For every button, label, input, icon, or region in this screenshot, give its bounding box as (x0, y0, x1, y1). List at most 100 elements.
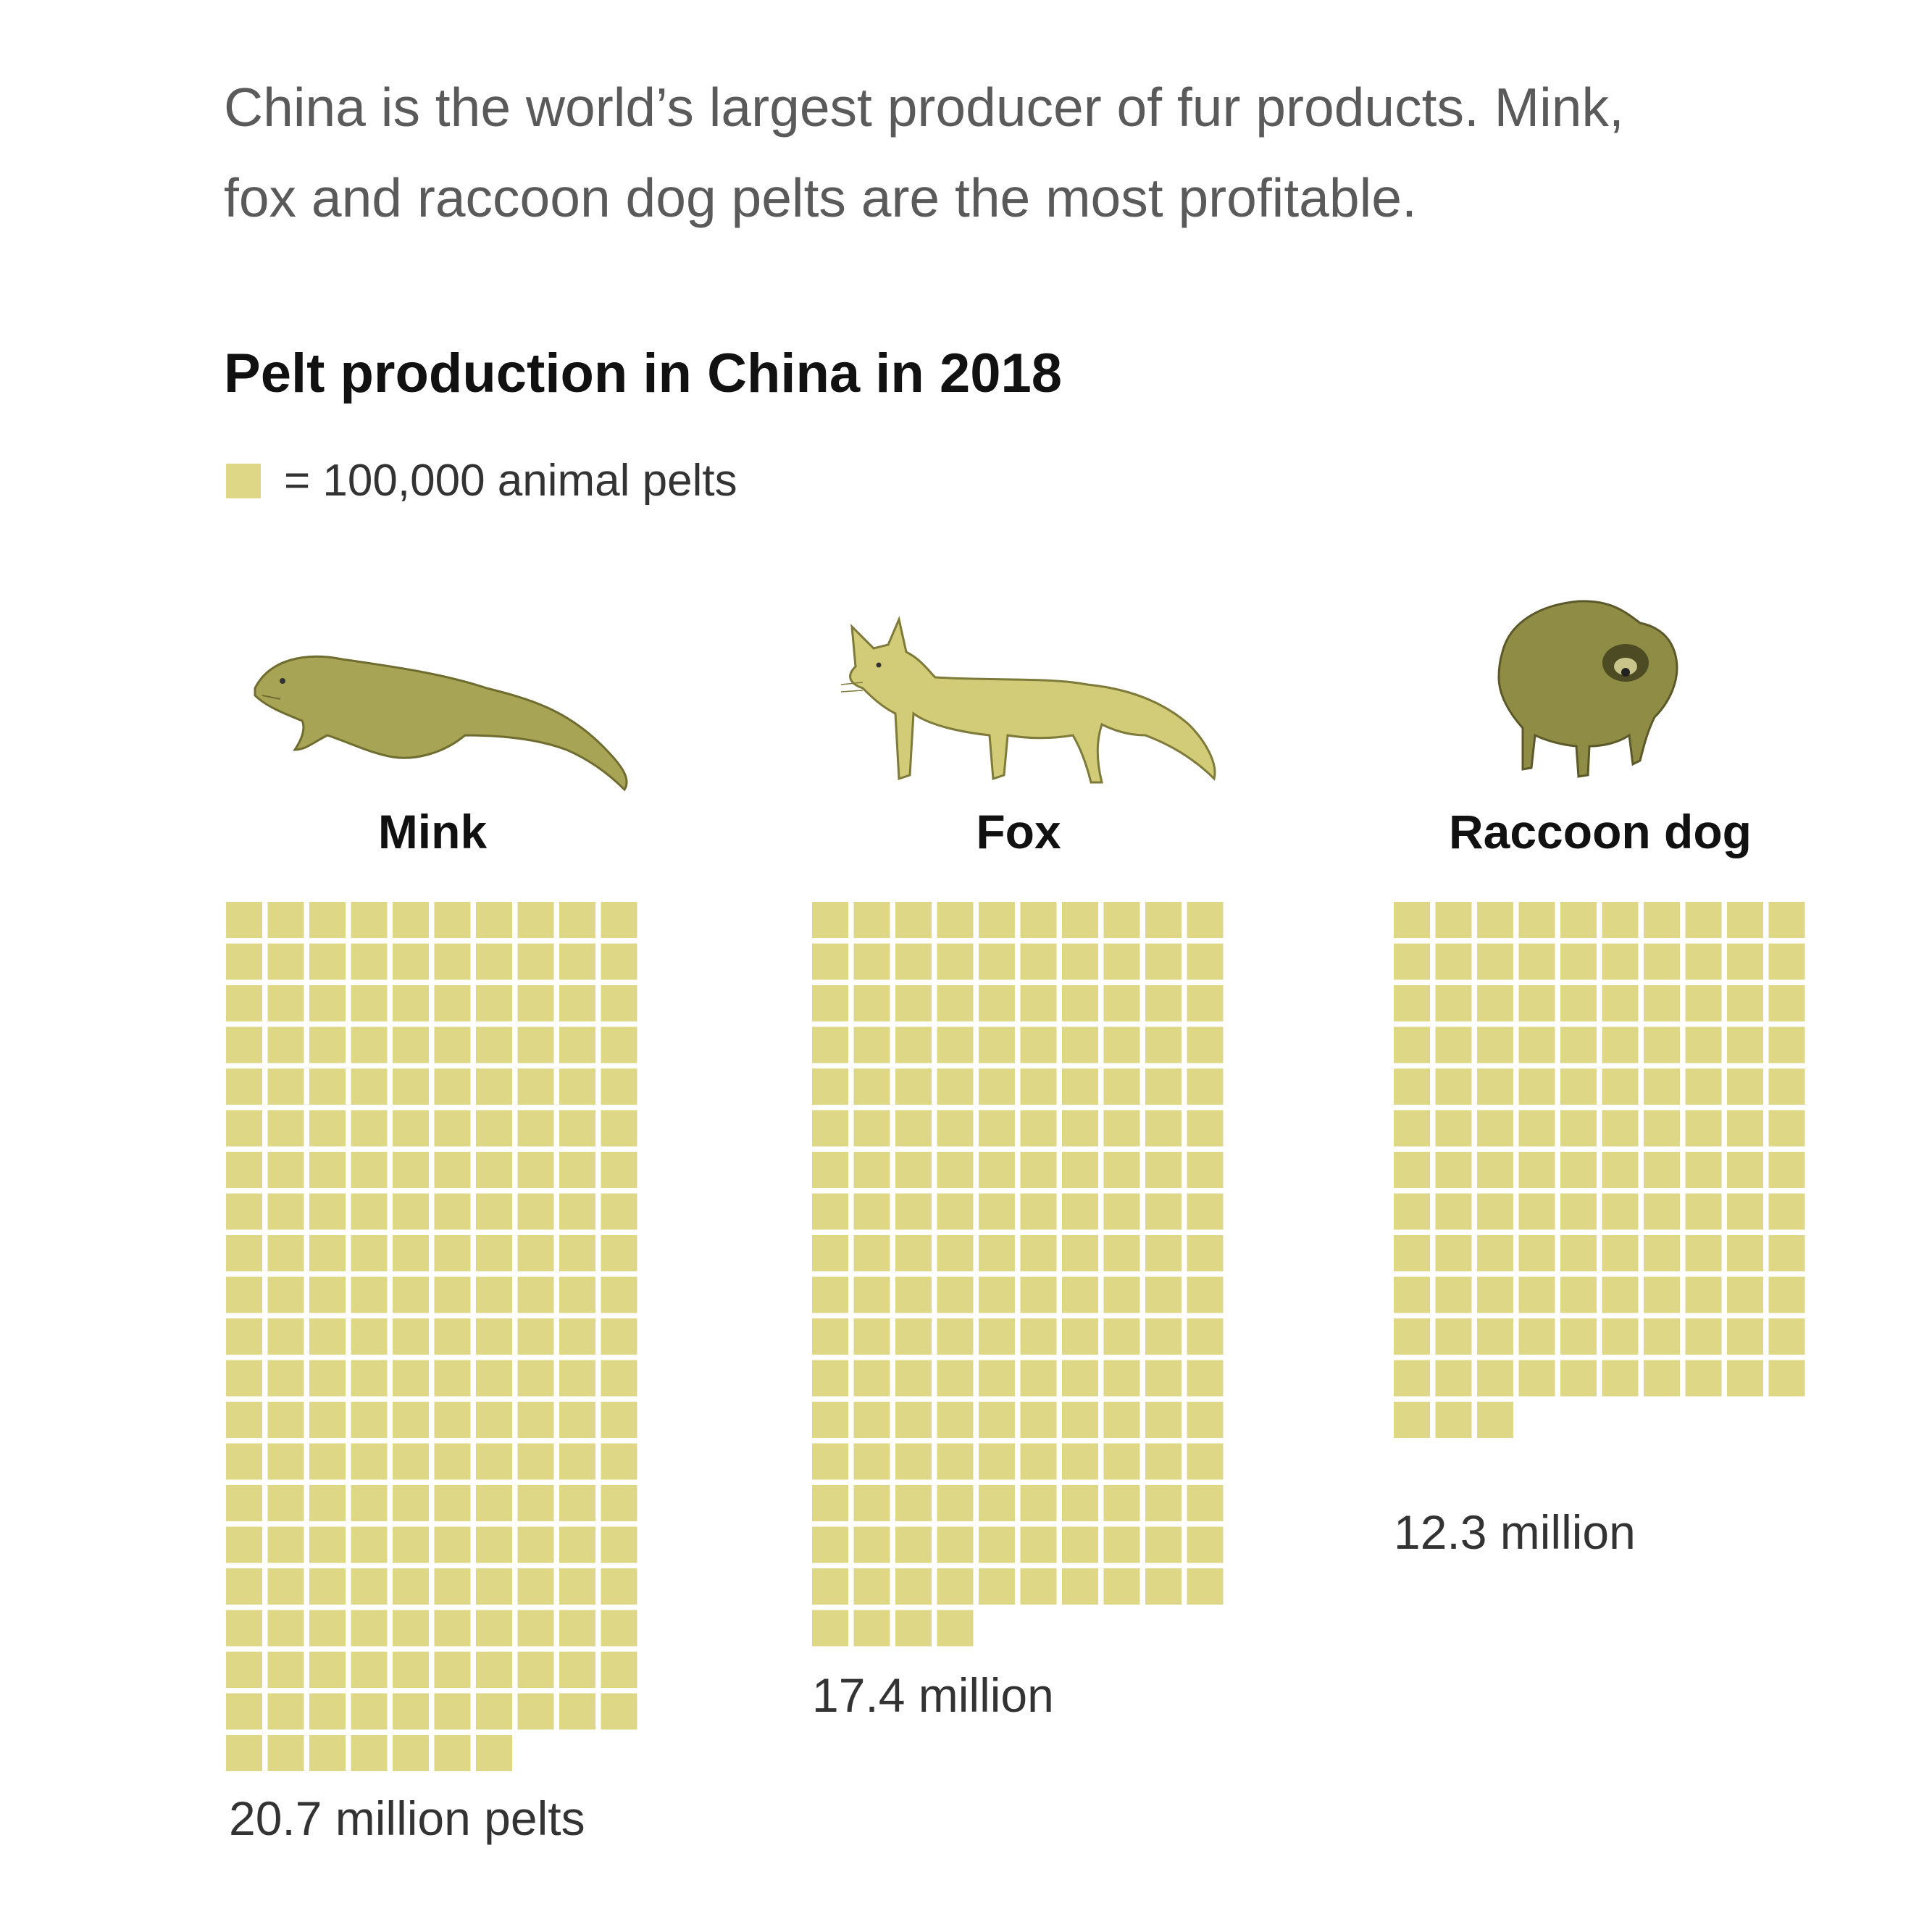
waffle-square (979, 902, 1015, 938)
waffle-square (1435, 1235, 1472, 1271)
chart-title: Pelt production in China in 2018 (224, 343, 1063, 404)
waffle-square (267, 1026, 304, 1063)
waffle-square (1727, 1026, 1763, 1063)
waffle-square (1435, 1402, 1472, 1438)
waffle-square (267, 1235, 304, 1271)
waffle-square (1768, 1110, 1805, 1147)
waffle-square (937, 1152, 974, 1188)
waffle-square (1394, 1235, 1430, 1271)
waffle-square (1602, 1152, 1639, 1188)
waffle-square (1103, 1526, 1140, 1563)
waffle-square (601, 1110, 637, 1147)
waffle-square (1518, 1276, 1555, 1313)
waffle-square (559, 1652, 595, 1688)
waffle-square (1062, 1318, 1098, 1355)
waffle-square (1435, 985, 1472, 1021)
waffle-square (393, 1110, 429, 1147)
waffle-square (1020, 1443, 1057, 1480)
mink-illustration (254, 655, 628, 792)
waffle-square (309, 1110, 346, 1147)
waffle-square (1435, 1152, 1472, 1188)
waffle-square (393, 1568, 429, 1605)
waffle-square (267, 1526, 304, 1563)
waffle-square (226, 1735, 262, 1771)
waffle-square (895, 1360, 932, 1397)
waffle-square (937, 943, 974, 980)
waffle-square (434, 1735, 471, 1771)
waffle-square (1103, 985, 1140, 1021)
waffle-square (1602, 902, 1639, 938)
waffle-square (434, 1318, 471, 1355)
waffle-square (476, 1652, 512, 1688)
waffle-square (476, 1069, 512, 1105)
waffle-square (1560, 1110, 1597, 1147)
waffle-square (351, 1360, 388, 1397)
waffle-square (476, 1568, 512, 1605)
waffle-square (559, 1026, 595, 1063)
waffle-square (1145, 1360, 1182, 1397)
waffle-square (937, 1610, 974, 1647)
waffle-square (1062, 985, 1098, 1021)
waffle-square (1518, 902, 1555, 938)
waffle-square (267, 902, 304, 938)
waffle-square (1145, 1110, 1182, 1147)
waffle-square (895, 1193, 932, 1230)
waffle-square (1518, 1318, 1555, 1355)
waffle-square (1727, 1193, 1763, 1230)
waffle-square (559, 902, 595, 938)
waffle-square (937, 1026, 974, 1063)
animal-name-mink: Mink (377, 805, 488, 858)
waffle-square (1145, 1026, 1182, 1063)
waffle-square (812, 902, 848, 938)
waffle-square (812, 1152, 848, 1188)
waffle-square (601, 1610, 637, 1647)
waffle-square (1145, 902, 1182, 938)
waffle-square (1644, 1110, 1680, 1147)
waffle-square (1103, 1276, 1140, 1313)
waffle-square (601, 1069, 637, 1105)
legend: = 100,000 animal pelts (226, 452, 737, 510)
waffle-square (1644, 1360, 1680, 1397)
waffle-square (895, 902, 932, 938)
waffle-square (393, 1152, 429, 1188)
waffle-square (1103, 1318, 1140, 1355)
waffle-square (895, 1568, 932, 1605)
waffle-square (267, 1318, 304, 1355)
waffle-square (1145, 943, 1182, 980)
waffle-square (1518, 943, 1555, 980)
waffle-square (1394, 943, 1430, 980)
waffle-square (351, 1693, 388, 1730)
waffle-square (1187, 1069, 1224, 1105)
waffle-square (853, 1402, 890, 1438)
waffle-square (226, 1235, 262, 1271)
waffle-square (1477, 985, 1513, 1021)
waffle-square (895, 1443, 932, 1480)
waffle-square (979, 1568, 1015, 1605)
waffle-square (267, 1652, 304, 1688)
waffle-square (517, 1693, 554, 1730)
waffle-square (1477, 1235, 1513, 1271)
legend-swatch (226, 464, 261, 498)
waffle-square (853, 1568, 890, 1605)
waffle-square (1560, 1026, 1597, 1063)
waffle-square (351, 902, 388, 938)
waffle-square (476, 1735, 512, 1771)
waffle-square (979, 1026, 1015, 1063)
waffle-square (1644, 1235, 1680, 1271)
waffle-square (812, 1360, 848, 1397)
waffle-square (434, 1526, 471, 1563)
waffle-square (601, 1235, 637, 1271)
waffle-square (1768, 1193, 1805, 1230)
waffle-square (517, 1360, 554, 1397)
waffle-square (1518, 1026, 1555, 1063)
intro-line-1: China is the world’s largest producer of… (224, 77, 1624, 138)
waffle-square (1020, 1026, 1057, 1063)
waffle-square (812, 1193, 848, 1230)
waffle-square (1685, 1360, 1722, 1397)
waffle-square (853, 1069, 890, 1105)
waffle-square (1518, 1152, 1555, 1188)
waffle-square (853, 902, 890, 938)
waffle-square (393, 1318, 429, 1355)
waffle-square (226, 1652, 262, 1688)
waffle-square (393, 943, 429, 980)
